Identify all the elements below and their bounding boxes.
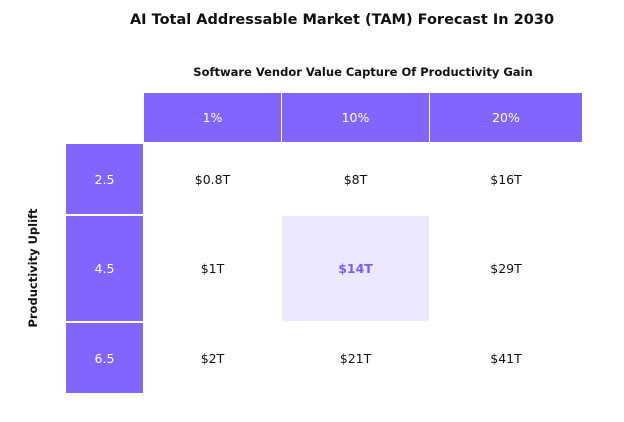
row-header: 2.5 (66, 144, 143, 214)
table-cell: $16T (490, 171, 522, 187)
table-cell: $2T (200, 350, 225, 366)
column-header: 20% (430, 93, 582, 142)
table-cell: $29T (490, 261, 522, 276)
table-cell: $21T (339, 350, 372, 366)
column-axis-title: Software Vendor Value Capture Of Product… (193, 65, 533, 79)
table-cell: $0.8T (194, 171, 231, 187)
column-header: 10% (282, 93, 429, 142)
table-cell: $41T (490, 350, 522, 366)
row-header: 4.5 (66, 216, 143, 321)
row-axis-title: Productivity Uplift (26, 208, 40, 328)
table-cell: $1T (200, 261, 225, 276)
row-header: 6.5 (66, 323, 143, 393)
chart-title: AI Total Addressable Market (TAM) Foreca… (129, 12, 555, 28)
highlighted-cell: $14T (282, 216, 429, 321)
table-cell: $8T (343, 171, 368, 187)
column-header: 1% (144, 93, 281, 142)
